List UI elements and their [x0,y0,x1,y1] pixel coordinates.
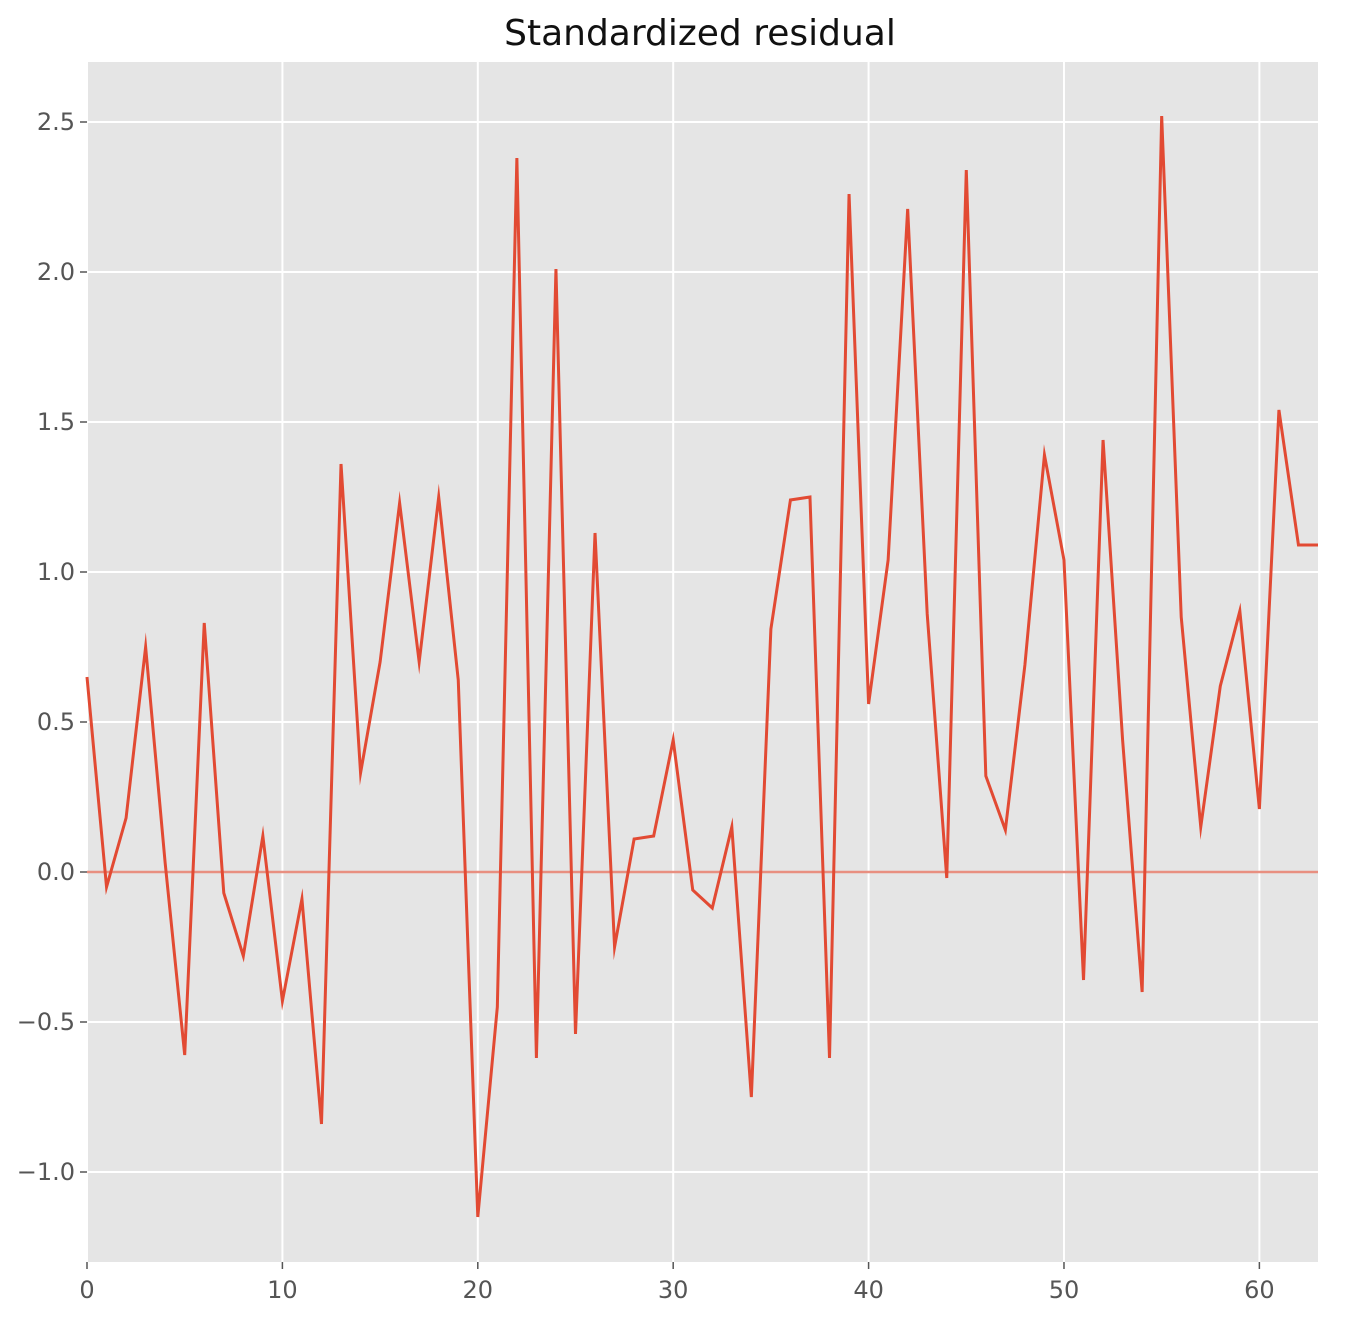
x-tick-label: 40 [853,1276,884,1304]
y-tick-label: 2.0 [37,258,75,286]
chart-title: Standardized residual [504,13,896,54]
y-tick-label: 1.5 [37,408,75,436]
x-tick-label: 0 [79,1276,94,1304]
y-tick-label: 1.0 [37,558,75,586]
y-tick-label: −0.5 [17,1008,75,1036]
y-tick-label: −1.0 [17,1158,75,1186]
x-tick-label: 20 [463,1276,494,1304]
y-tick-label: 0.0 [37,858,75,886]
x-tick-label: 30 [658,1276,689,1304]
plot-area [87,62,1318,1262]
x-tick-label: 60 [1244,1276,1275,1304]
y-tick-label: 2.5 [37,108,75,136]
x-tick-label: 10 [267,1276,298,1304]
x-tick-label: 50 [1049,1276,1080,1304]
y-axis-ticks: −1.0 −0.5 0.0 0.5 1.0 1.5 2.0 2.5 [17,108,87,1186]
x-axis-ticks: 0 10 20 30 40 50 60 [79,1262,1274,1304]
y-tick-label: 0.5 [37,708,75,736]
